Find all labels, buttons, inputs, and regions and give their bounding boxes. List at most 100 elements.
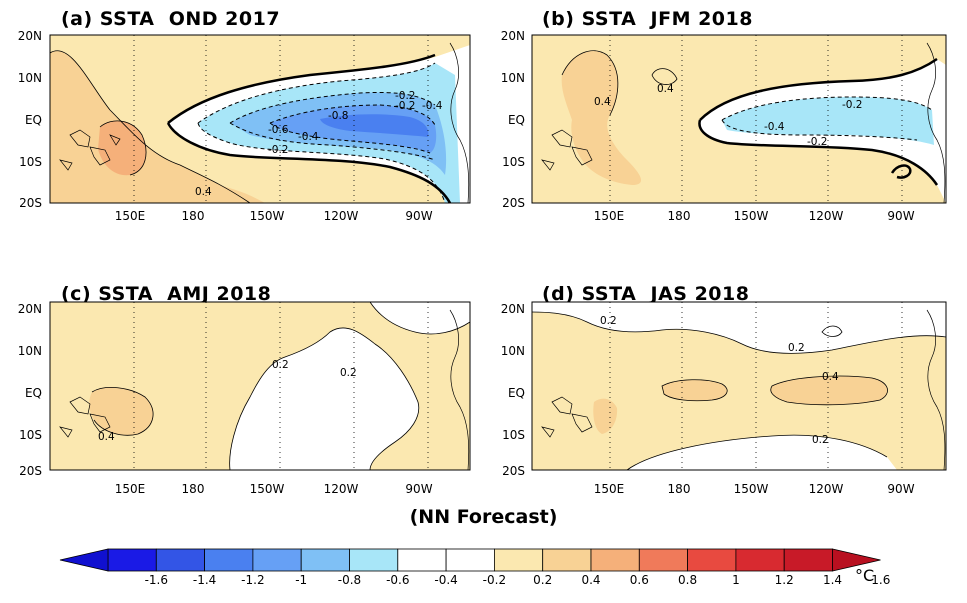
lat-label: 10N [500, 344, 525, 358]
neutral-region [627, 435, 897, 470]
lon-label: 90W [887, 209, 915, 223]
colorbar-segment [397, 548, 447, 572]
positive-contour [99, 120, 147, 176]
positive-contour [91, 387, 154, 436]
contour-label: 0.2 [340, 367, 357, 379]
positive-contour [49, 50, 251, 204]
colorbar-segment [445, 548, 495, 572]
forecast-caption: (NN Forecast) [409, 506, 558, 528]
colorbar-tick-label: 1 [732, 573, 740, 587]
positive-contour [369, 301, 471, 335]
colorbar-tick-label: -1.4 [192, 573, 217, 587]
positive-contour [561, 50, 619, 116]
colorbar-tick-label: 0.4 [581, 573, 601, 587]
contour-label: 0.4 [822, 371, 839, 383]
colorbar-segment [252, 548, 302, 572]
coastline [449, 309, 470, 471]
colorbar-tick-label: 0.6 [629, 573, 649, 587]
lat-label: 20N [17, 302, 42, 316]
colorbar-segment [638, 548, 688, 572]
zero-contour-line [167, 53, 436, 124]
lat-label: 10S [502, 428, 525, 442]
lon-label: 90W [405, 482, 433, 496]
coastline [926, 42, 946, 204]
dashed-contour [721, 96, 933, 121]
coastline [541, 396, 593, 438]
neutral-region [229, 327, 419, 470]
warm-anomaly-south [110, 180, 265, 203]
map-frame [531, 301, 947, 471]
dashed-contour [197, 122, 446, 204]
lon-label: 150W [249, 209, 285, 223]
lat-label: EQ [507, 386, 525, 400]
contour-label: 0.2 [812, 434, 829, 446]
colorbar-arrow-left [59, 548, 109, 572]
lon-label: 120W [323, 482, 359, 496]
lon-label: 120W [808, 482, 844, 496]
dashed-contour [721, 119, 918, 141]
contour-label: -0.4 [422, 100, 443, 112]
positive-contour [626, 434, 888, 471]
colorbar-segment [155, 548, 206, 572]
lon-label: 120W [808, 209, 844, 223]
warm-anomaly-core [593, 398, 618, 434]
dashed-contour [269, 104, 436, 126]
coastline [541, 129, 593, 171]
coastline [926, 309, 946, 471]
colorbar-tick-label: 1.4 [822, 573, 843, 587]
lon-label: 150W [733, 482, 769, 496]
lon-label: 180 [667, 482, 691, 496]
thick-contour [699, 57, 938, 121]
positive-contour [229, 327, 420, 471]
contour-label: 0.2 [600, 315, 617, 327]
contour-label: -0.4 [764, 121, 785, 133]
contour-label: 0.4 [195, 186, 212, 198]
colorbar-segment [107, 548, 157, 572]
lon-label: 90W [887, 482, 915, 496]
colorbar-segment [542, 548, 592, 572]
contour-label: -0.6 [268, 124, 289, 136]
colorbar-tick-label: 1.6 [871, 573, 891, 587]
lat-label: 20S [502, 464, 525, 478]
contour-label: 0.2 [788, 342, 805, 354]
dashed-contour [229, 92, 436, 124]
panel-b-map: 0.4 0.4 -0.2 -0.4 -0.2 [531, 34, 947, 204]
coastline [449, 42, 470, 204]
dashed-contour [197, 62, 436, 124]
panel-a-title: (a) SSTA OND 2017 [61, 8, 281, 30]
warm-anomaly-core [89, 387, 154, 436]
contour-label: -0.2 [268, 144, 289, 156]
zero-contour-line [166, 122, 452, 204]
colorbar-segment [493, 548, 544, 572]
colorbar-tick-label: -0.6 [386, 573, 410, 587]
lat-label: EQ [24, 386, 42, 400]
panel-c-map: 0.2 0.2 0.4 [49, 301, 471, 471]
colorbar-segment [783, 548, 833, 572]
contour-label: 0.2 [272, 359, 289, 371]
positive-contour [651, 68, 678, 85]
lon-label: 180 [181, 482, 205, 496]
colorbar-tick-label: -1.6 [144, 573, 168, 587]
contour-label: -0.2 [395, 90, 416, 102]
lon-label: 150W [249, 482, 285, 496]
lat-label: 10N [500, 71, 525, 85]
contour-label: -0.2 [842, 99, 863, 111]
colorbar [59, 548, 881, 572]
panel-d-title: (d) SSTA JAS 2018 [542, 283, 750, 305]
neutral-region [532, 302, 946, 354]
map-frame [49, 34, 471, 204]
lon-label: 90W [405, 209, 433, 223]
contour-label: -0.4 [298, 131, 319, 143]
coastline [59, 396, 111, 438]
contour-label: -0.2 [395, 100, 416, 112]
colorbar-segment [204, 548, 254, 572]
positive-contour [531, 311, 947, 354]
thick-contour [698, 119, 939, 186]
lat-label: EQ [507, 113, 525, 127]
thick-contour [890, 164, 912, 179]
lat-label: 10N [17, 344, 42, 358]
panel-a-map: -0.2 -0.2 -0.4 -0.6 -0.8 -0.4 -0.2 0.4 [49, 34, 471, 204]
warm-anomaly-core [662, 379, 728, 401]
lat-label: 20N [17, 29, 42, 43]
lat-label: 20S [502, 196, 525, 210]
